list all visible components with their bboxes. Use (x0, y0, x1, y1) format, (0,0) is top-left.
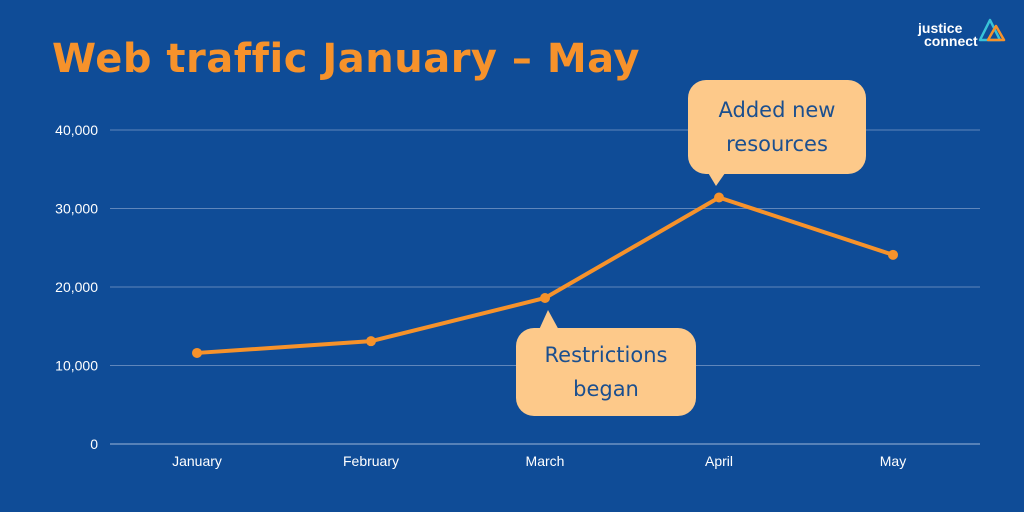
triangle-logo-icon (978, 18, 1006, 42)
callout-march-line2: began (573, 377, 639, 401)
x-axis-ticks: January February March April May (172, 453, 906, 469)
data-point-january (192, 347, 202, 358)
y-axis-ticks: 0 10,000 20,000 30,000 40,000 (55, 122, 98, 452)
data-point-may (888, 249, 898, 260)
data-point-february (366, 336, 376, 347)
callout-added-new-resources: Added new resources (688, 80, 866, 174)
callout-march-line1: Restrictions (544, 343, 668, 367)
y-tick-label: 20,000 (55, 279, 98, 295)
x-tick-label: April (705, 453, 733, 469)
data-point-march (540, 292, 550, 303)
y-tick-label: 30,000 (55, 201, 98, 217)
y-tick-label: 10,000 (55, 358, 98, 374)
logo-text-connect: connect (924, 33, 978, 49)
x-tick-label: January (172, 453, 222, 469)
series-points (192, 192, 898, 358)
callout-tail-march (538, 310, 560, 332)
x-tick-label: February (343, 453, 399, 469)
callout-april-line1: Added new (718, 98, 836, 122)
y-tick-label: 40,000 (55, 122, 98, 138)
chart-title: Web traffic January – May (52, 36, 640, 82)
x-tick-label: May (880, 453, 906, 469)
y-tick-label: 0 (90, 436, 98, 452)
justice-connect-logo: justice connect (914, 12, 1010, 56)
x-tick-label: March (526, 453, 565, 469)
data-point-april (714, 192, 724, 203)
callout-april-line2: resources (726, 132, 828, 156)
logo-text-justice: justice (918, 20, 963, 36)
callout-restrictions-began: Restrictions began (516, 328, 696, 416)
